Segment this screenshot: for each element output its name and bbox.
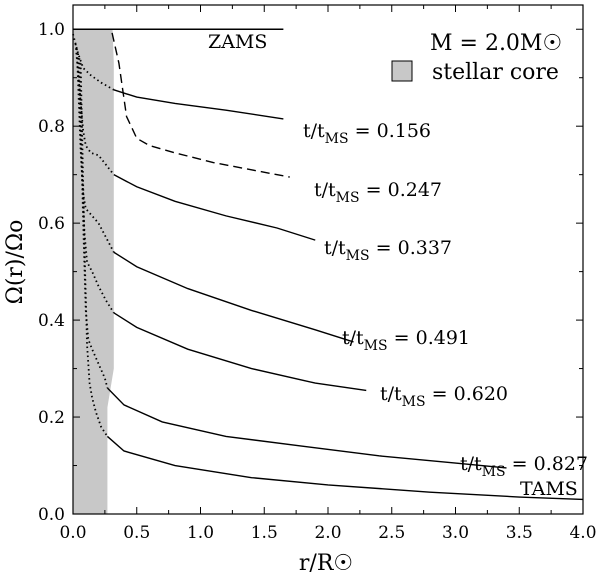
x-tick-label: 4.0 [569,523,596,543]
legend-core-label: stellar core [432,60,559,85]
x-tick-label: 0.0 [59,523,86,543]
series-label-0247: t/tMS = 0.247 [314,179,442,206]
x-tick-label: 2.0 [314,523,341,543]
series-line-t-tms-0-247-2 [73,28,290,178]
y-tick-label: 0.8 [38,117,65,137]
x-tick-label: 1.5 [251,523,278,543]
series-line-inner-0-156-8 [72,33,115,91]
core-layer [73,29,114,514]
series-label-0620: t/tMS = 0.620 [380,383,508,410]
x-tick-label: 0.5 [123,523,150,543]
series-line-tams-7 [106,435,584,501]
x-tick-label: 1.0 [187,523,214,543]
legend-mass-label: M = 2.0M☉ [430,31,562,56]
series-line-t-tms-0-620-5 [113,312,367,392]
series-line-t-tms-0-491-4 [113,251,354,343]
tick-layer: 0.0 0.5 1.0 1.5 2.0 2.5 3.0 3.5 4.0 0.0 0.2 0.4 0.6 0… [38,5,597,543]
series-line-t-tms-0-337-3 [113,174,316,241]
y-tick-label: 0.6 [38,214,65,234]
x-tick-label: 2.5 [378,523,405,543]
series-line-inner-0-827-12 [78,58,109,389]
x-tick-label: 3.5 [506,523,533,543]
series-line-t-tms-0-156-1 [113,89,284,120]
series-label-0156: t/tMS = 0.156 [303,120,431,147]
series-label-tams: TAMS [520,478,578,500]
y-tick-label: 1.0 [38,20,65,40]
series-label-0337: t/tMS = 0.337 [324,237,452,264]
y-tick-label: 0.2 [38,408,65,428]
legend-core-swatch [391,60,413,82]
series-line-t-tms-0-827-6 [106,387,507,469]
x-axis-label: r/R☉ [299,551,353,576]
stellar-core-region [73,29,114,514]
y-tick-label: 0.4 [38,311,65,331]
x-tick-label: 3.0 [442,523,469,543]
series-layer [72,28,584,501]
y-tick-label: 0.0 [38,505,65,525]
series-label-zams: ZAMS [208,31,267,53]
y-axis-label: Ω(r)/Ωo [3,220,28,305]
series-label-0491: t/tMS = 0.491 [342,327,470,354]
series-label-0827: t/tMS = 0.827 [460,453,588,480]
